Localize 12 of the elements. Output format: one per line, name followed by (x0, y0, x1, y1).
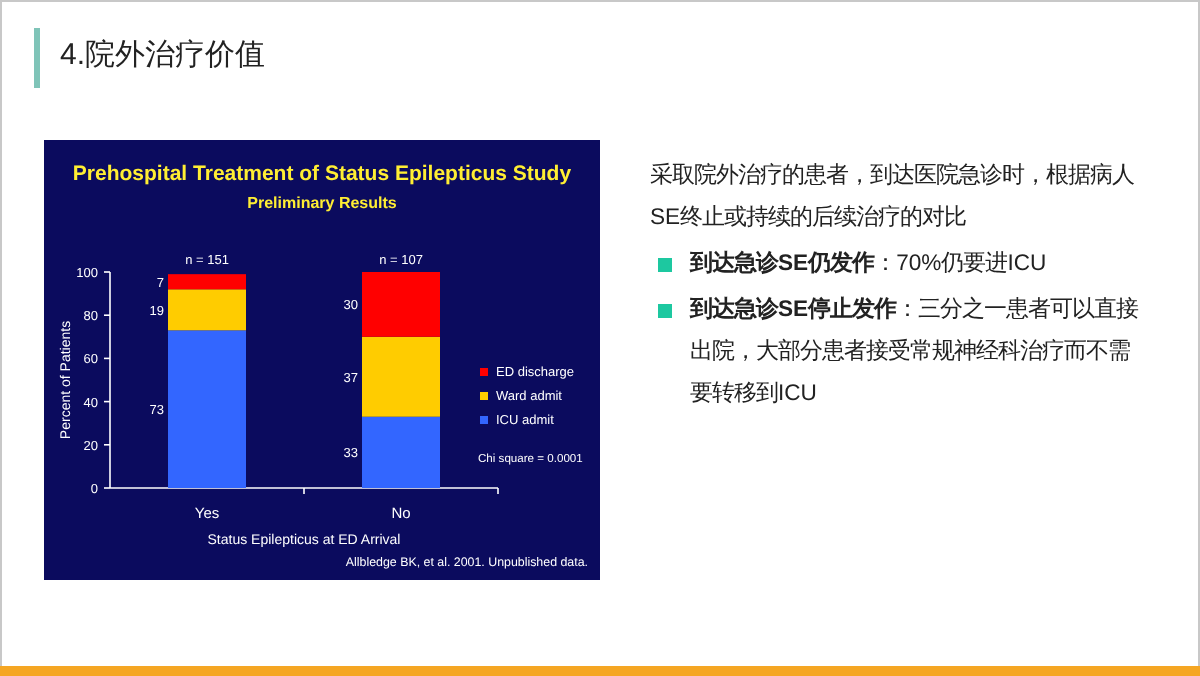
text: 4.院外治疗价值 (60, 36, 266, 74)
bar (168, 330, 246, 488)
chart-title: Prehospital Treatment of Status Epilepticus Study (72, 162, 572, 186)
bar (362, 416, 440, 488)
bar (362, 336, 440, 417)
chart-subtitle: Preliminary Results (247, 194, 398, 212)
text: 到达急诊SE停止发作 (690, 298, 897, 322)
text: 到达急诊SE仍发作 (690, 252, 875, 276)
bar (362, 272, 440, 337)
bar (168, 289, 246, 331)
text: 采取院外治疗的患者，到达医院急诊时，根据病人SE终止或持续的后续治疗的对比 (650, 161, 1134, 234)
bar (168, 274, 246, 290)
